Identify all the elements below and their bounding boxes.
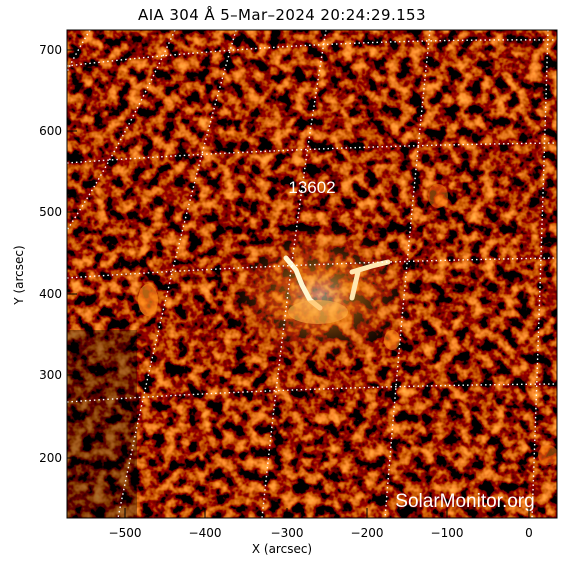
y-tick-label: 400: [39, 287, 62, 301]
active-region-label: 13602: [288, 178, 335, 197]
heliographic-grid: [67, 30, 557, 518]
x-tick-label: −200: [351, 526, 384, 540]
x-tick-label: −400: [189, 526, 222, 540]
x-axis-label: X (arcsec): [251, 542, 313, 556]
loop-brightening: [288, 300, 348, 324]
y-axis-ticks: [67, 49, 77, 459]
y-tick-label: 200: [39, 451, 62, 465]
y-tick-label: 300: [39, 368, 62, 382]
x-tick-label: −100: [431, 526, 464, 540]
y-tick-label: 700: [39, 43, 62, 57]
x-axis-ticks: [124, 508, 530, 518]
plot-frame: [66, 29, 558, 519]
plot-title: AIA 304 Å 5–Mar–2024 20:24:29.153: [138, 6, 426, 24]
x-tick-label: −500: [109, 526, 142, 540]
dark-patch: [67, 330, 137, 518]
plage-patch: [138, 284, 158, 316]
watermark: SolarMonitor.org: [395, 491, 534, 512]
active-region-glow: [225, 225, 415, 365]
flare-ribbon-east: [349, 259, 391, 301]
y-tick-label: 600: [39, 124, 62, 138]
y-tick-label: 500: [39, 205, 62, 219]
plage-patch: [538, 445, 557, 465]
x-tick-label: 0: [525, 526, 533, 540]
y-axis-label: Y (arcsec): [12, 245, 26, 305]
x-tick-label: −300: [271, 526, 304, 540]
plage-patch: [428, 184, 448, 208]
plage-patch: [384, 330, 400, 350]
